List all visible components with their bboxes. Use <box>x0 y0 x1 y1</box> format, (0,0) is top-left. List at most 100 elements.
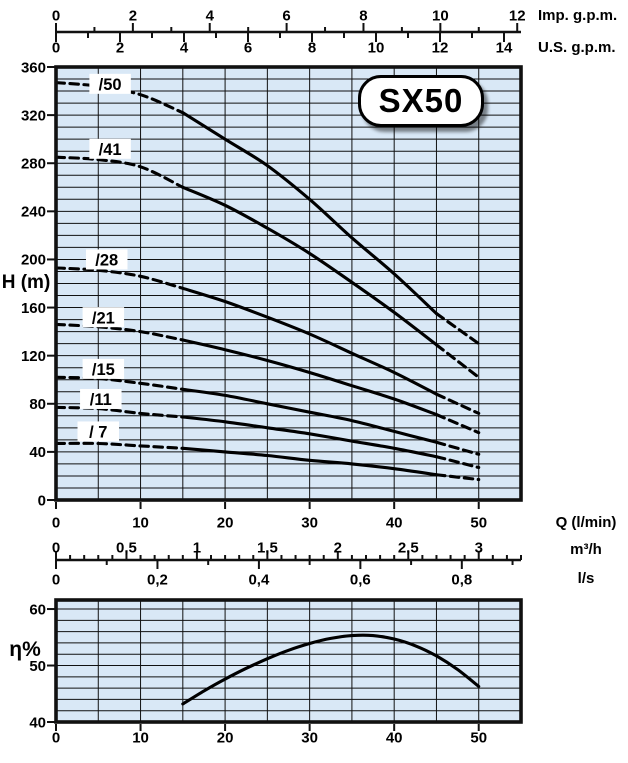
m3h-tick-label: 1 <box>193 539 201 556</box>
ls-tick-label: 0 <box>52 571 60 588</box>
head-curve/11-dashed-high <box>434 455 481 470</box>
imp-gpm-tick-label: 6 <box>282 7 290 24</box>
ls-tick-label: 0,6 <box>350 571 371 588</box>
curve-label-box <box>85 249 128 270</box>
m3h-tick-label: 1,5 <box>257 539 278 556</box>
head-axis-tick-label: 200 <box>21 252 46 269</box>
eta-axis-tick-label: 50 <box>29 658 46 675</box>
head-curve/ 7-solid <box>181 446 439 477</box>
curve-label-box <box>89 73 131 94</box>
ls-axis-label: l/s <box>577 570 595 587</box>
us-gpm-tick-label: 10 <box>368 39 385 56</box>
curve-label/50: /50 <box>99 76 122 94</box>
head-axis-tick-label: 160 <box>21 300 46 317</box>
imp-gpm-axis-label: Imp. g.p.m. <box>538 7 618 24</box>
eta-axis-label: η% <box>9 638 41 661</box>
eff-plot-background <box>56 600 521 722</box>
head-curve/28-dashed-low <box>54 266 185 290</box>
q-axis-tick-label: 20 <box>217 514 234 531</box>
head-curve/41-dashed-high <box>434 343 481 379</box>
us-gpm-tick-label: 4 <box>180 39 189 56</box>
imp-gpm-tick-label: 10 <box>432 7 449 24</box>
head-curve/28-dashed-high <box>434 392 481 415</box>
eta-axis-tick-label: 40 <box>29 714 46 731</box>
m3h-axis-label: m³/h <box>570 541 602 558</box>
head-curve/21-solid <box>181 338 439 417</box>
us-gpm-tick-label: 6 <box>244 39 252 56</box>
ls-tick-label: 0,8 <box>451 571 472 588</box>
curve-label/21: /21 <box>92 309 115 327</box>
imp-gpm-tick-label: 0 <box>52 7 60 24</box>
head-axis-tick-label: 360 <box>21 59 46 76</box>
head-curve/15-solid <box>181 387 439 444</box>
imp-gpm-tick-label: 4 <box>206 7 215 24</box>
curve-label/ 7: / 7 <box>89 424 107 442</box>
head-curve/ 7-dashed-high <box>434 473 481 482</box>
us-gpm-tick-label: 2 <box>116 39 124 56</box>
q-axis-tick-label: 50 <box>470 514 487 531</box>
m3h-tick-label: 0,5 <box>116 539 137 556</box>
eta-axis-tick-label: 60 <box>29 601 46 618</box>
m3h-tick-label: 3 <box>475 539 483 556</box>
imp-gpm-tick-label: 2 <box>129 7 137 24</box>
us-gpm-tick-label: 12 <box>432 39 449 56</box>
curve-label/11: /11 <box>90 391 112 409</box>
us-gpm-tick-label: 0 <box>52 39 60 56</box>
head-curve/15-dashed-low <box>54 375 185 391</box>
head-axis-tick-label: 280 <box>21 155 46 172</box>
head-curve/11-solid <box>181 415 439 459</box>
head-curve/21-dashed-low <box>54 322 185 342</box>
curve-label/28: /28 <box>95 252 118 270</box>
head-curve/28-solid <box>181 286 439 396</box>
m3h-tick-label: 2 <box>334 539 342 556</box>
q-axis-tick-label: 10 <box>132 514 149 531</box>
curve-label-box <box>77 421 120 442</box>
q-axis-tick-label: 0 <box>52 514 60 531</box>
head-axis-tick-label: 240 <box>21 204 46 221</box>
curve-label-box <box>89 138 131 159</box>
m3h-tick-label: 2,5 <box>398 539 419 556</box>
head-curve/ 7-dashed-low <box>54 441 185 450</box>
q-lmin-axis-label: Q (l/min) <box>555 514 617 531</box>
head-curve/11-dashed-low <box>54 405 185 419</box>
efficiency-curve <box>181 633 481 706</box>
curve-label/15: /15 <box>92 361 115 379</box>
m3h-tick-label: 0 <box>52 539 60 556</box>
eff-plot-border <box>54 598 523 724</box>
head-curve/50-solid <box>181 111 439 316</box>
curve-label-box <box>82 307 125 328</box>
imp-gpm-tick-label: 12 <box>509 7 526 24</box>
eff-q-axis-tick-label: 0 <box>52 729 60 746</box>
curve-label/41: /41 <box>99 141 122 159</box>
eff-q-axis-tick-label: 40 <box>386 729 403 746</box>
head-axis-tick-label: 40 <box>29 444 46 461</box>
head-axis-tick-label: 0 <box>38 492 46 509</box>
eff-q-axis-tick-label: 10 <box>132 729 149 746</box>
eff-q-axis-tick-label: 20 <box>217 729 234 746</box>
head-axis-tick-label: 320 <box>21 107 46 124</box>
imp-gpm-tick-label: 8 <box>359 7 367 24</box>
head-plot-border <box>54 65 523 502</box>
eff-q-axis-tick-label: 50 <box>470 729 487 746</box>
head-curve/50-dashed-high <box>434 312 481 346</box>
q-axis-tick-label: 40 <box>386 514 403 531</box>
head-axis-label: H (m) <box>1 272 51 293</box>
head-axis-tick-label: 120 <box>21 348 46 365</box>
eff-q-axis-tick-label: 30 <box>301 729 318 746</box>
us-gpm-axis-label: U.S. g.p.m. <box>538 39 616 56</box>
head-curve/41-dashed-low <box>54 155 185 189</box>
curve-label-box <box>82 358 125 379</box>
head-curve/41-solid <box>181 185 439 347</box>
head-axis-tick-label: 80 <box>29 396 46 413</box>
curve-label-box <box>80 388 122 409</box>
us-gpm-tick-label: 8 <box>308 39 316 56</box>
model-badge: SX50 <box>358 75 484 127</box>
q-axis-tick-label: 30 <box>301 514 318 531</box>
ls-tick-label: 0,2 <box>147 571 168 588</box>
ls-tick-label: 0,4 <box>248 571 270 588</box>
head-curve/21-dashed-high <box>434 413 481 435</box>
us-gpm-tick-label: 14 <box>496 39 513 56</box>
head-curve/15-dashed-high <box>434 440 481 456</box>
